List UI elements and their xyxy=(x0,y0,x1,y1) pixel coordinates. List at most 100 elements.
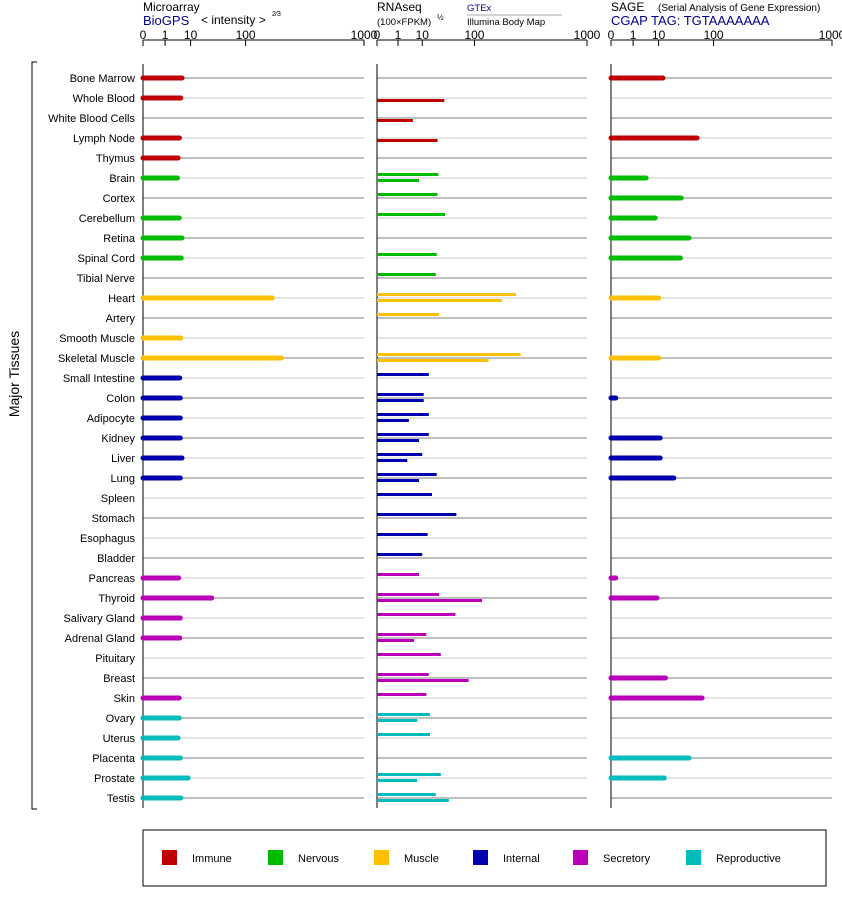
tissue-label: Placenta xyxy=(92,753,136,765)
tissue-label: Brain xyxy=(109,173,135,185)
x-tick-label-rna: 1000 xyxy=(574,28,601,42)
tissue-label: Pituitary xyxy=(95,653,135,665)
bar-rnaseq-bodymap xyxy=(377,439,419,442)
bar-rnaseq-gtex xyxy=(377,693,427,696)
tissue-label: Smooth Muscle xyxy=(59,333,135,345)
bar-rnaseq-gtex xyxy=(377,353,521,356)
tissue-label: Adrenal Gland xyxy=(65,633,135,645)
microarray-title: Microarray xyxy=(143,0,200,14)
bar-rnaseq-bodymap xyxy=(377,479,419,482)
tissue-label: Small Intestine xyxy=(63,373,135,385)
bar-rnaseq-gtex xyxy=(377,673,429,676)
bar-rnaseq-gtex xyxy=(377,213,446,216)
x-tick-label-micro: 1000 xyxy=(351,28,378,42)
tissue-label: Artery xyxy=(106,313,136,325)
rnaseq-unit: (100×FPKM) xyxy=(377,17,431,28)
bar-rnaseq-gtex xyxy=(377,433,429,436)
legend-swatch-muscle xyxy=(374,850,389,865)
tissue-label: Lymph Node xyxy=(73,133,135,145)
tissue-label: Thymus xyxy=(96,153,136,165)
tissue-label: Salivary Gland xyxy=(63,613,135,625)
bar-rnaseq-bodymap xyxy=(377,599,482,602)
bar-rnaseq-gtex xyxy=(377,373,429,376)
tissue-label: Liver xyxy=(111,453,135,465)
bar-rnaseq-bodymap xyxy=(377,779,418,782)
tissue-label: Cerebellum xyxy=(79,213,135,225)
bar-rnaseq-bodymap xyxy=(377,359,489,362)
bar-rnaseq-gtex xyxy=(377,173,439,176)
sage-title: SAGE xyxy=(611,0,644,14)
x-tick-label-micro: 10 xyxy=(184,28,198,42)
x-tick-label-sage: 10 xyxy=(652,28,666,42)
bodymap-label: Illumina Body Map xyxy=(467,17,545,28)
tissue-label: Stomach xyxy=(92,513,135,525)
bar-rnaseq-gtex xyxy=(377,533,428,536)
x-tick-label-micro: 0 xyxy=(140,28,147,42)
x-tick-label-rna: 100 xyxy=(464,28,484,42)
sage-subtitle: CGAP TAG: TGTAAAAAAA xyxy=(611,13,770,28)
bar-rnaseq-gtex xyxy=(377,253,437,256)
bar-rnaseq-gtex xyxy=(377,793,436,796)
gtex-label: GTEx xyxy=(467,3,492,14)
bar-rnaseq-gtex xyxy=(377,313,440,316)
microarray-subtitle: BioGPS xyxy=(143,13,190,28)
tissue-label: Bone Marrow xyxy=(70,73,135,85)
legend-swatch-immune xyxy=(162,850,177,865)
microarray-unit-exponent: 2⁄3 xyxy=(272,11,281,18)
tissue-label: Retina xyxy=(103,233,136,245)
bar-rnaseq-gtex xyxy=(377,473,437,476)
bar-rnaseq-gtex xyxy=(377,553,423,556)
tissue-label: Uterus xyxy=(103,733,136,745)
tissue-label: White Blood Cells xyxy=(48,113,135,125)
tissue-label: Heart xyxy=(108,293,135,305)
x-tick-label-rna: 10 xyxy=(416,28,430,42)
tissue-label: Whole Blood xyxy=(73,93,135,105)
x-tick-label-sage: 0 xyxy=(608,28,615,42)
bar-rnaseq-bodymap xyxy=(377,459,408,462)
tissue-bracket xyxy=(31,61,37,810)
bar-rnaseq-gtex xyxy=(377,613,456,616)
bar-rnaseq-bodymap xyxy=(377,99,445,102)
legend-label-secretory: Secretory xyxy=(603,853,651,865)
legend-label-reproductive: Reproductive xyxy=(716,853,781,865)
bar-rnaseq-gtex xyxy=(377,773,441,776)
x-tick-label-rna: 0 xyxy=(374,28,381,42)
tissue-label: Lung xyxy=(111,473,135,485)
bar-rnaseq-bodymap xyxy=(377,179,419,182)
bar-rnaseq-gtex xyxy=(377,633,427,636)
tissue-label: Colon xyxy=(106,393,135,405)
legend-swatch-reproductive xyxy=(686,850,701,865)
legend-swatch-internal xyxy=(473,850,488,865)
bar-rnaseq-gtex xyxy=(377,193,438,196)
bar-rnaseq-gtex xyxy=(377,713,430,716)
bar-rnaseq-gtex xyxy=(377,273,436,276)
tissue-label: Cortex xyxy=(103,193,136,205)
x-tick-label-sage: 1000 xyxy=(819,28,842,42)
tissue-label: Prostate xyxy=(94,773,135,785)
bar-rnaseq-gtex xyxy=(377,413,429,416)
bar-rnaseq-bodymap xyxy=(377,139,438,142)
bar-rnaseq-bodymap xyxy=(377,299,502,302)
legend-label-nervous: Nervous xyxy=(298,853,339,865)
tissue-label: Bladder xyxy=(97,553,135,565)
sage-note: (Serial Analysis of Gene Expression) xyxy=(658,3,820,14)
x-tick-label-sage: 1 xyxy=(630,28,637,42)
tissue-label: Tibial Nerve xyxy=(77,273,135,285)
tissue-label: Skeletal Muscle xyxy=(58,353,135,365)
bar-rnaseq-gtex xyxy=(377,593,440,596)
tissue-label: Spleen xyxy=(101,493,135,505)
bar-rnaseq-bodymap xyxy=(377,419,409,422)
legend-label-internal: Internal xyxy=(503,853,540,865)
tissue-label: Thyroid xyxy=(98,593,135,605)
x-tick-label-rna: 1 xyxy=(395,28,402,42)
legend-swatch-secretory xyxy=(573,850,588,865)
tissue-label: Esophagus xyxy=(80,533,136,545)
x-tick-label-sage: 100 xyxy=(704,28,724,42)
tissue-label: Breast xyxy=(103,673,135,685)
microarray-unit: < intensity > xyxy=(201,13,266,27)
rnaseq-title: RNAseq xyxy=(377,0,422,14)
tissue-label: Pancreas xyxy=(89,573,136,585)
bar-rnaseq-gtex xyxy=(377,293,517,296)
bar-rnaseq-gtex xyxy=(377,653,441,656)
